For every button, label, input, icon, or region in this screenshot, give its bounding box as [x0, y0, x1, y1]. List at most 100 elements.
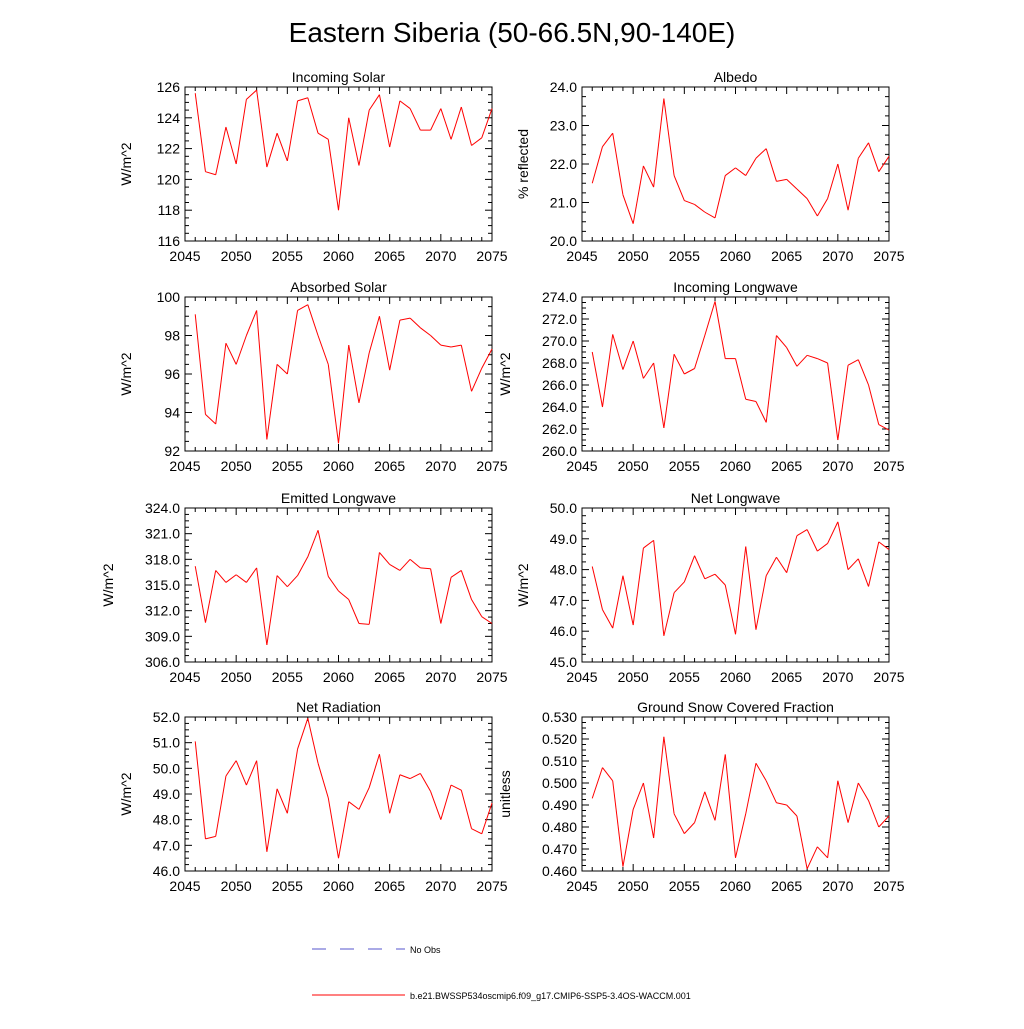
series-segment-absorbed-solar	[460, 345, 473, 392]
series-segment-albedo	[816, 198, 829, 217]
series-segment-emitted-longwave	[440, 577, 452, 624]
panel-absorbed-solar: Absorbed Solar W/m^2 92 94 96 98 100 2045 2050 20…	[118, 279, 508, 474]
series-segment-incoming-solar	[246, 89, 257, 100]
series-segment-albedo	[857, 142, 869, 159]
series-segment-absorbed-solar	[245, 310, 258, 336]
series-segment-net-radiation	[194, 741, 206, 839]
ytick-label: 21.0	[550, 195, 577, 211]
series-segment-emitted-longwave	[348, 599, 360, 624]
panel-ylabel-ground-snow-covered-fraction: unitless	[497, 770, 513, 817]
series-segment-ground-snow-covered-fraction	[663, 736, 675, 814]
series-segment-incoming-longwave	[837, 365, 849, 441]
series-segment-incoming-longwave	[827, 362, 839, 441]
series-segment-incoming-solar	[430, 108, 442, 131]
series-segment-incoming-longwave	[694, 335, 706, 369]
series-segment-ground-snow-covered-fraction	[796, 815, 808, 869]
panel-title-incoming-longwave: Incoming Longwave	[673, 279, 798, 295]
xtick-label: 2065	[374, 248, 405, 264]
series-segment-absorbed-solar	[358, 352, 370, 403]
ytick-label: 49.0	[550, 531, 577, 547]
series-segment-net-longwave	[622, 575, 634, 626]
series-segment-albedo	[704, 211, 716, 219]
xtick-label: 2055	[669, 878, 700, 894]
series-segment-net-radiation	[471, 828, 482, 835]
plot-frame	[581, 296, 890, 452]
series-segment-net-radiation	[409, 773, 421, 780]
ytick-label: 324.0	[145, 500, 180, 516]
xtick-label: 2060	[720, 458, 751, 474]
series-segment-ground-snow-covered-fraction	[612, 780, 624, 867]
ytick-label: 312.0	[145, 603, 180, 619]
series-segment-ground-snow-covered-fraction	[827, 780, 839, 858]
series-segment-emitted-longwave	[460, 570, 473, 600]
series-segment-albedo	[806, 198, 818, 217]
series-segment-ground-snow-covered-fraction	[878, 815, 890, 828]
series-segment-albedo	[868, 142, 880, 172]
series-segment-net-longwave	[796, 529, 808, 537]
xtick-label: 2065	[771, 458, 802, 474]
ytick-label: 315.0	[145, 577, 180, 593]
ytick-label: 48.0	[153, 812, 180, 828]
series-segment-incoming-longwave	[847, 359, 859, 366]
series-segment-net-longwave	[735, 546, 747, 635]
series-segment-ground-snow-covered-fraction	[653, 736, 665, 839]
series-segment-incoming-longwave	[776, 335, 788, 348]
ytick-label: 52.0	[153, 709, 180, 725]
xtick-label: 2045	[566, 458, 597, 474]
series-segment-incoming-solar	[205, 171, 216, 176]
panel-ylabel-absorbed-solar: W/m^2	[118, 352, 134, 395]
series-segment-net-radiation	[276, 788, 288, 814]
ytick-label: 50.0	[153, 760, 180, 776]
series-segment-ground-snow-covered-fraction	[622, 809, 634, 867]
series-segment-net-longwave	[878, 541, 890, 550]
xtick-label: 2060	[720, 669, 751, 685]
series-segment-net-radiation	[368, 754, 380, 788]
panel-title-net-radiation: Net Radiation	[296, 699, 381, 715]
series-segment-absorbed-solar	[420, 327, 431, 336]
series-segment-incoming-longwave	[817, 358, 828, 364]
ytick-label: 270.0	[542, 333, 577, 349]
xtick-label: 2070	[425, 878, 456, 894]
xtick-label: 2050	[221, 669, 252, 685]
series-segment-ground-snow-covered-fraction	[673, 813, 685, 834]
xtick-label: 2065	[771, 878, 802, 894]
ytick-label: 92	[164, 443, 180, 459]
series-segment-incoming-longwave	[591, 351, 603, 408]
panel-ylabel-net-longwave: W/m^2	[515, 563, 531, 606]
xtick-label: 2075	[476, 669, 507, 685]
series-segment-net-radiation	[215, 775, 227, 837]
plot-frame	[184, 716, 493, 872]
panel-net-longwave: Net Longwave W/m^2 45.0 46.0 47.0 48.0 49.0 50.…	[515, 490, 905, 685]
series-segment-ground-snow-covered-fraction	[591, 767, 603, 799]
figure-title: Eastern Siberia (50-66.5N,90-140E)	[289, 17, 736, 48]
xtick-label: 2055	[272, 248, 303, 264]
xtick-label: 2050	[618, 878, 649, 894]
ytick-label: 94	[164, 405, 180, 421]
series-segment-ground-snow-covered-fraction	[786, 804, 798, 817]
xtick-label: 2075	[873, 878, 904, 894]
series-segment-net-longwave	[837, 521, 849, 570]
series-segment-incoming-longwave	[642, 362, 655, 379]
panel-ylabel-incoming-longwave: W/m^2	[497, 352, 513, 395]
series-segment-absorbed-solar	[450, 344, 462, 348]
ytick-label: 0.510	[542, 753, 577, 769]
xtick-label: 2070	[822, 248, 853, 264]
ytick-label: 318.0	[145, 551, 180, 567]
series-segment-incoming-longwave	[806, 354, 818, 360]
series-segment-emitted-longwave	[245, 567, 258, 583]
series-segment-incoming-solar	[286, 100, 299, 162]
ytick-label: 49.0	[153, 786, 180, 802]
ytick-label: 0.460	[542, 863, 577, 879]
series-segment-ground-snow-covered-fraction	[724, 754, 736, 858]
series-segment-albedo	[765, 148, 777, 182]
series-segment-ground-snow-covered-fraction	[735, 813, 747, 858]
xtick-label: 2070	[822, 878, 853, 894]
series-segment-net-radiation	[450, 784, 462, 791]
xtick-label: 2065	[771, 669, 802, 685]
panel-title-emitted-longwave: Emitted Longwave	[281, 490, 396, 506]
series-segment-emitted-longwave	[409, 558, 421, 569]
ytick-label: 47.0	[550, 592, 577, 608]
series-segment-incoming-solar	[348, 117, 360, 166]
series-segment-incoming-solar	[481, 108, 493, 138]
xtick-label: 2050	[618, 458, 649, 474]
